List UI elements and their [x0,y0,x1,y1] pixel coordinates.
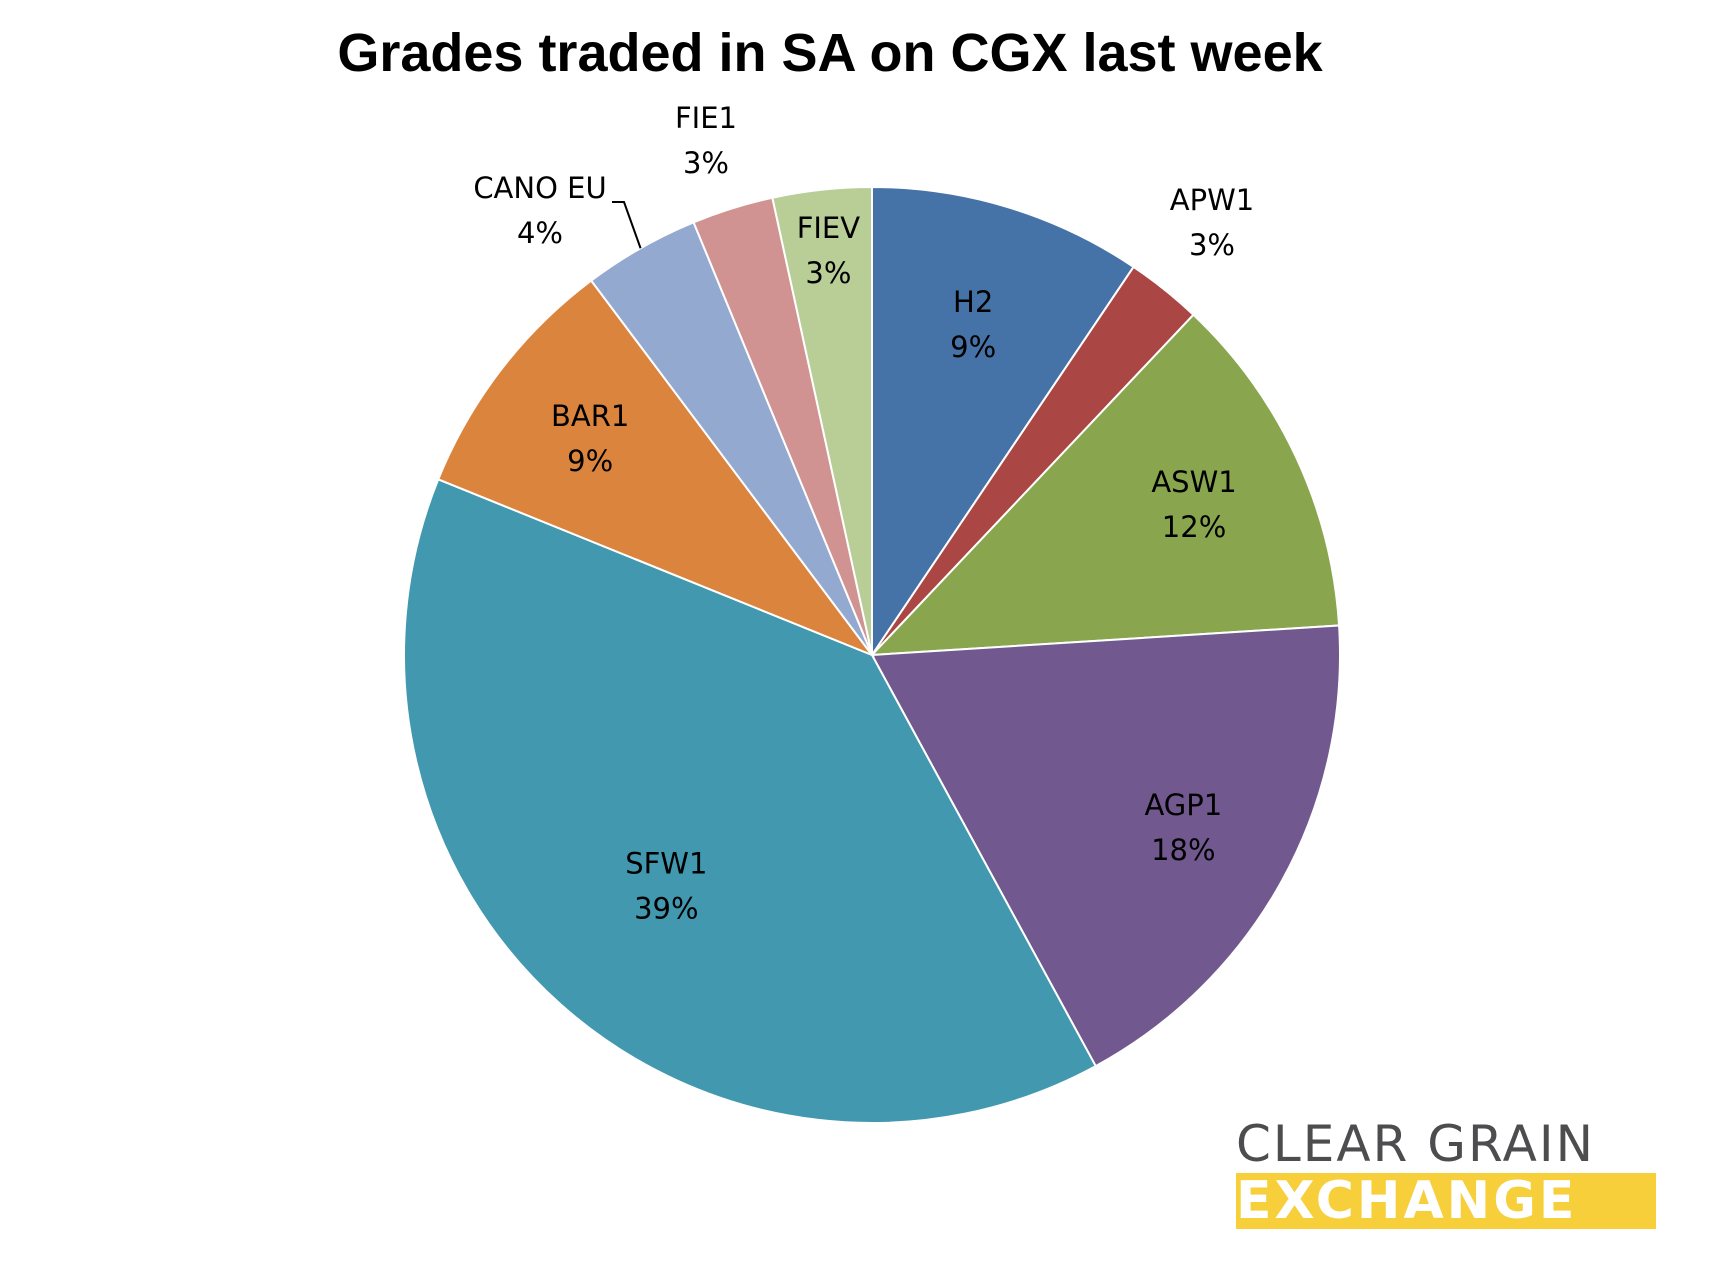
chart-title: Grades traded in SA on CGX last week [337,23,1323,83]
logo-line-clear-grain: CLEAR GRAIN [1236,1115,1596,1173]
leader-lines [612,201,642,249]
pie-slice-asw1 [869,313,1341,657]
slice-label-name: FIEV [797,211,861,245]
slice-label-percent: 3% [805,256,851,290]
slice-label-name: CANO EU [473,171,606,205]
slice-label-name: SFW1 [625,846,707,880]
pie-slices [403,185,1341,1124]
slice-label-percent: 9% [567,444,613,478]
slice-label-percent: 3% [683,146,729,180]
pie-slice-h2 [871,185,1135,659]
slice-label-name: BAR1 [551,399,629,433]
slice-label-name: FIE1 [675,101,737,135]
pie-slice-sfw1 [403,478,1098,1124]
pie-slice-bar1 [436,279,875,658]
leader-line-cano-eu [612,201,642,249]
logo-line-exchange: EXCHANGE [1236,1173,1656,1229]
slice-label-percent: 4% [517,216,563,250]
pie-slice-fiev [771,185,873,656]
slice-label-name: H2 [953,285,993,319]
slice-label-name: AGP1 [1144,788,1222,822]
slice-label-percent: 9% [950,330,996,364]
slice-label-name: ASW1 [1151,465,1236,499]
slice-label-name: APW1 [1170,183,1254,217]
clear-grain-exchange-logo: CLEAR GRAIN EXCHANGE [1236,1115,1656,1229]
slice-label-percent: 12% [1162,510,1226,544]
pie-slice-agp1 [870,624,1341,1068]
slice-labels: H2 9% APW1 3% ASW1 12% AGP1 18% SFW1 39% BAR1 9% CAN… [473,101,1254,925]
slice-label-percent: 39% [634,891,698,925]
slice-label-percent: 3% [1189,228,1235,262]
slice-label-percent: 18% [1151,833,1215,867]
